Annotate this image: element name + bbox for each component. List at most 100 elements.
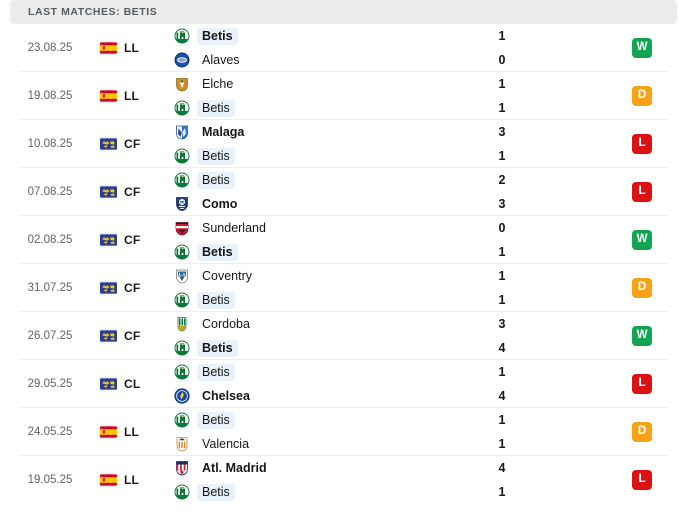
home-team[interactable]: Betis xyxy=(174,363,397,381)
home-team[interactable]: Coventry xyxy=(174,268,397,285)
away-team[interactable]: Como xyxy=(174,196,397,213)
chelsea-crest xyxy=(174,388,190,404)
teams-cell: Cordoba Betis xyxy=(170,316,397,357)
match-row[interactable]: 02.08.25 CF Sunderland Betis 0 1 W xyxy=(0,216,687,264)
betis-crest xyxy=(174,340,190,356)
result-badge: L xyxy=(632,134,652,154)
home-score: 1 xyxy=(498,412,506,427)
teams-cell: Betis Alaves xyxy=(170,27,397,69)
betis-crest xyxy=(174,172,190,188)
teams-cell: Coventry Betis xyxy=(170,268,397,309)
world-flag xyxy=(100,330,117,342)
away-team-name: Betis xyxy=(197,483,235,501)
home-score: 3 xyxy=(498,124,506,139)
away-team-name: Valencia xyxy=(202,436,250,451)
result-badge: L xyxy=(632,374,652,394)
away-team-name: Betis xyxy=(197,147,235,165)
home-score: 0 xyxy=(498,220,506,235)
match-list: 23.08.25 LL Betis Alaves 1 0 W 19.08.25 LL Elche B… xyxy=(0,24,687,504)
world-flag xyxy=(100,378,117,390)
competition-cell[interactable]: CL xyxy=(100,377,170,391)
result-badge: L xyxy=(632,182,652,202)
match-row[interactable]: 19.05.25 LL Atl. Madrid Betis 4 1 L xyxy=(0,456,687,504)
away-team[interactable]: Betis xyxy=(174,243,397,261)
home-score: 4 xyxy=(498,460,506,475)
result-badge: D xyxy=(632,86,652,106)
home-team[interactable]: Betis xyxy=(174,411,397,429)
result-cell: W xyxy=(607,230,677,250)
home-score: 1 xyxy=(498,28,506,43)
match-row[interactable]: 19.08.25 LL Elche Betis 1 1 D xyxy=(0,72,687,120)
competition-cell[interactable]: LL xyxy=(100,425,170,439)
away-team[interactable]: Valencia xyxy=(174,436,397,453)
home-team[interactable]: Cordoba xyxy=(174,316,397,333)
away-team[interactable]: Betis xyxy=(174,339,397,357)
match-row[interactable]: 23.08.25 LL Betis Alaves 1 0 W xyxy=(0,24,687,72)
betis-crest xyxy=(174,244,190,260)
home-score: 1 xyxy=(498,76,506,91)
spain-flag xyxy=(100,42,117,54)
competition-cell[interactable]: CF xyxy=(100,329,170,343)
result-badge: W xyxy=(632,326,652,346)
away-score: 1 xyxy=(498,436,506,451)
competition-cell[interactable]: LL xyxy=(100,41,170,55)
away-team[interactable]: Betis xyxy=(174,483,397,501)
teams-cell: Betis Como xyxy=(170,171,397,213)
spain-flag xyxy=(100,90,117,102)
away-score: 3 xyxy=(498,196,506,211)
spain-flag xyxy=(100,426,117,438)
competition-code: LL xyxy=(124,89,140,103)
home-score: 1 xyxy=(498,364,506,379)
competition-cell[interactable]: CF xyxy=(100,137,170,151)
away-team[interactable]: Betis xyxy=(174,99,397,117)
home-team[interactable]: Sunderland xyxy=(174,220,397,237)
home-team[interactable]: Malaga xyxy=(174,124,397,141)
competition-cell[interactable]: CF xyxy=(100,233,170,247)
home-team-name: Elche xyxy=(202,76,234,91)
world-flag xyxy=(100,282,117,294)
away-score: 0 xyxy=(498,52,506,67)
elche-crest xyxy=(174,76,190,92)
home-team[interactable]: Atl. Madrid xyxy=(174,460,397,477)
home-team-name: Coventry xyxy=(202,268,253,283)
result-cell: L xyxy=(607,134,677,154)
match-row[interactable]: 31.07.25 CF Coventry Betis 1 1 D xyxy=(0,264,687,312)
teams-cell: Malaga Betis xyxy=(170,124,397,165)
result-badge: D xyxy=(632,278,652,298)
spain-flag xyxy=(100,90,117,102)
valencia-crest xyxy=(174,436,190,452)
teams-cell: Elche Betis xyxy=(170,76,397,117)
match-row[interactable]: 10.08.25 CF Malaga Betis 3 1 L xyxy=(0,120,687,168)
home-team[interactable]: Elche xyxy=(174,76,397,93)
away-team[interactable]: Chelsea xyxy=(174,388,397,405)
competition-cell[interactable]: CF xyxy=(100,281,170,295)
match-row[interactable]: 07.08.25 CF Betis Como 2 3 L xyxy=(0,168,687,216)
world-flag xyxy=(100,138,117,150)
away-team[interactable]: Betis xyxy=(174,291,397,309)
home-team[interactable]: Betis xyxy=(174,27,397,45)
result-cell: L xyxy=(607,374,677,394)
away-team[interactable]: Betis xyxy=(174,147,397,165)
match-date: 19.08.25 xyxy=(27,90,73,102)
away-team[interactable]: Alaves xyxy=(174,52,397,69)
match-row[interactable]: 26.07.25 CF Cordoba Betis 3 4 W xyxy=(0,312,687,360)
match-date: 24.05.25 xyxy=(27,426,73,438)
competition-cell[interactable]: LL xyxy=(100,89,170,103)
away-score: 4 xyxy=(498,388,506,403)
teams-cell: Atl. Madrid Betis xyxy=(170,460,397,501)
away-team-name: Betis xyxy=(197,99,235,117)
result-cell: L xyxy=(607,182,677,202)
competition-cell[interactable]: LL xyxy=(100,473,170,487)
competition-cell[interactable]: CF xyxy=(100,185,170,199)
match-row[interactable]: 24.05.25 LL Betis Valencia 1 1 D xyxy=(0,408,687,456)
result-badge: L xyxy=(632,470,652,490)
home-team[interactable]: Betis xyxy=(174,171,397,189)
match-row[interactable]: 29.05.25 CL Betis Chelsea 1 4 L xyxy=(0,360,687,408)
match-date: 10.08.25 xyxy=(27,138,73,150)
home-team-name: Betis xyxy=(197,363,235,381)
away-team-name: Betis xyxy=(197,243,238,261)
away-team-name: Betis xyxy=(197,339,238,357)
